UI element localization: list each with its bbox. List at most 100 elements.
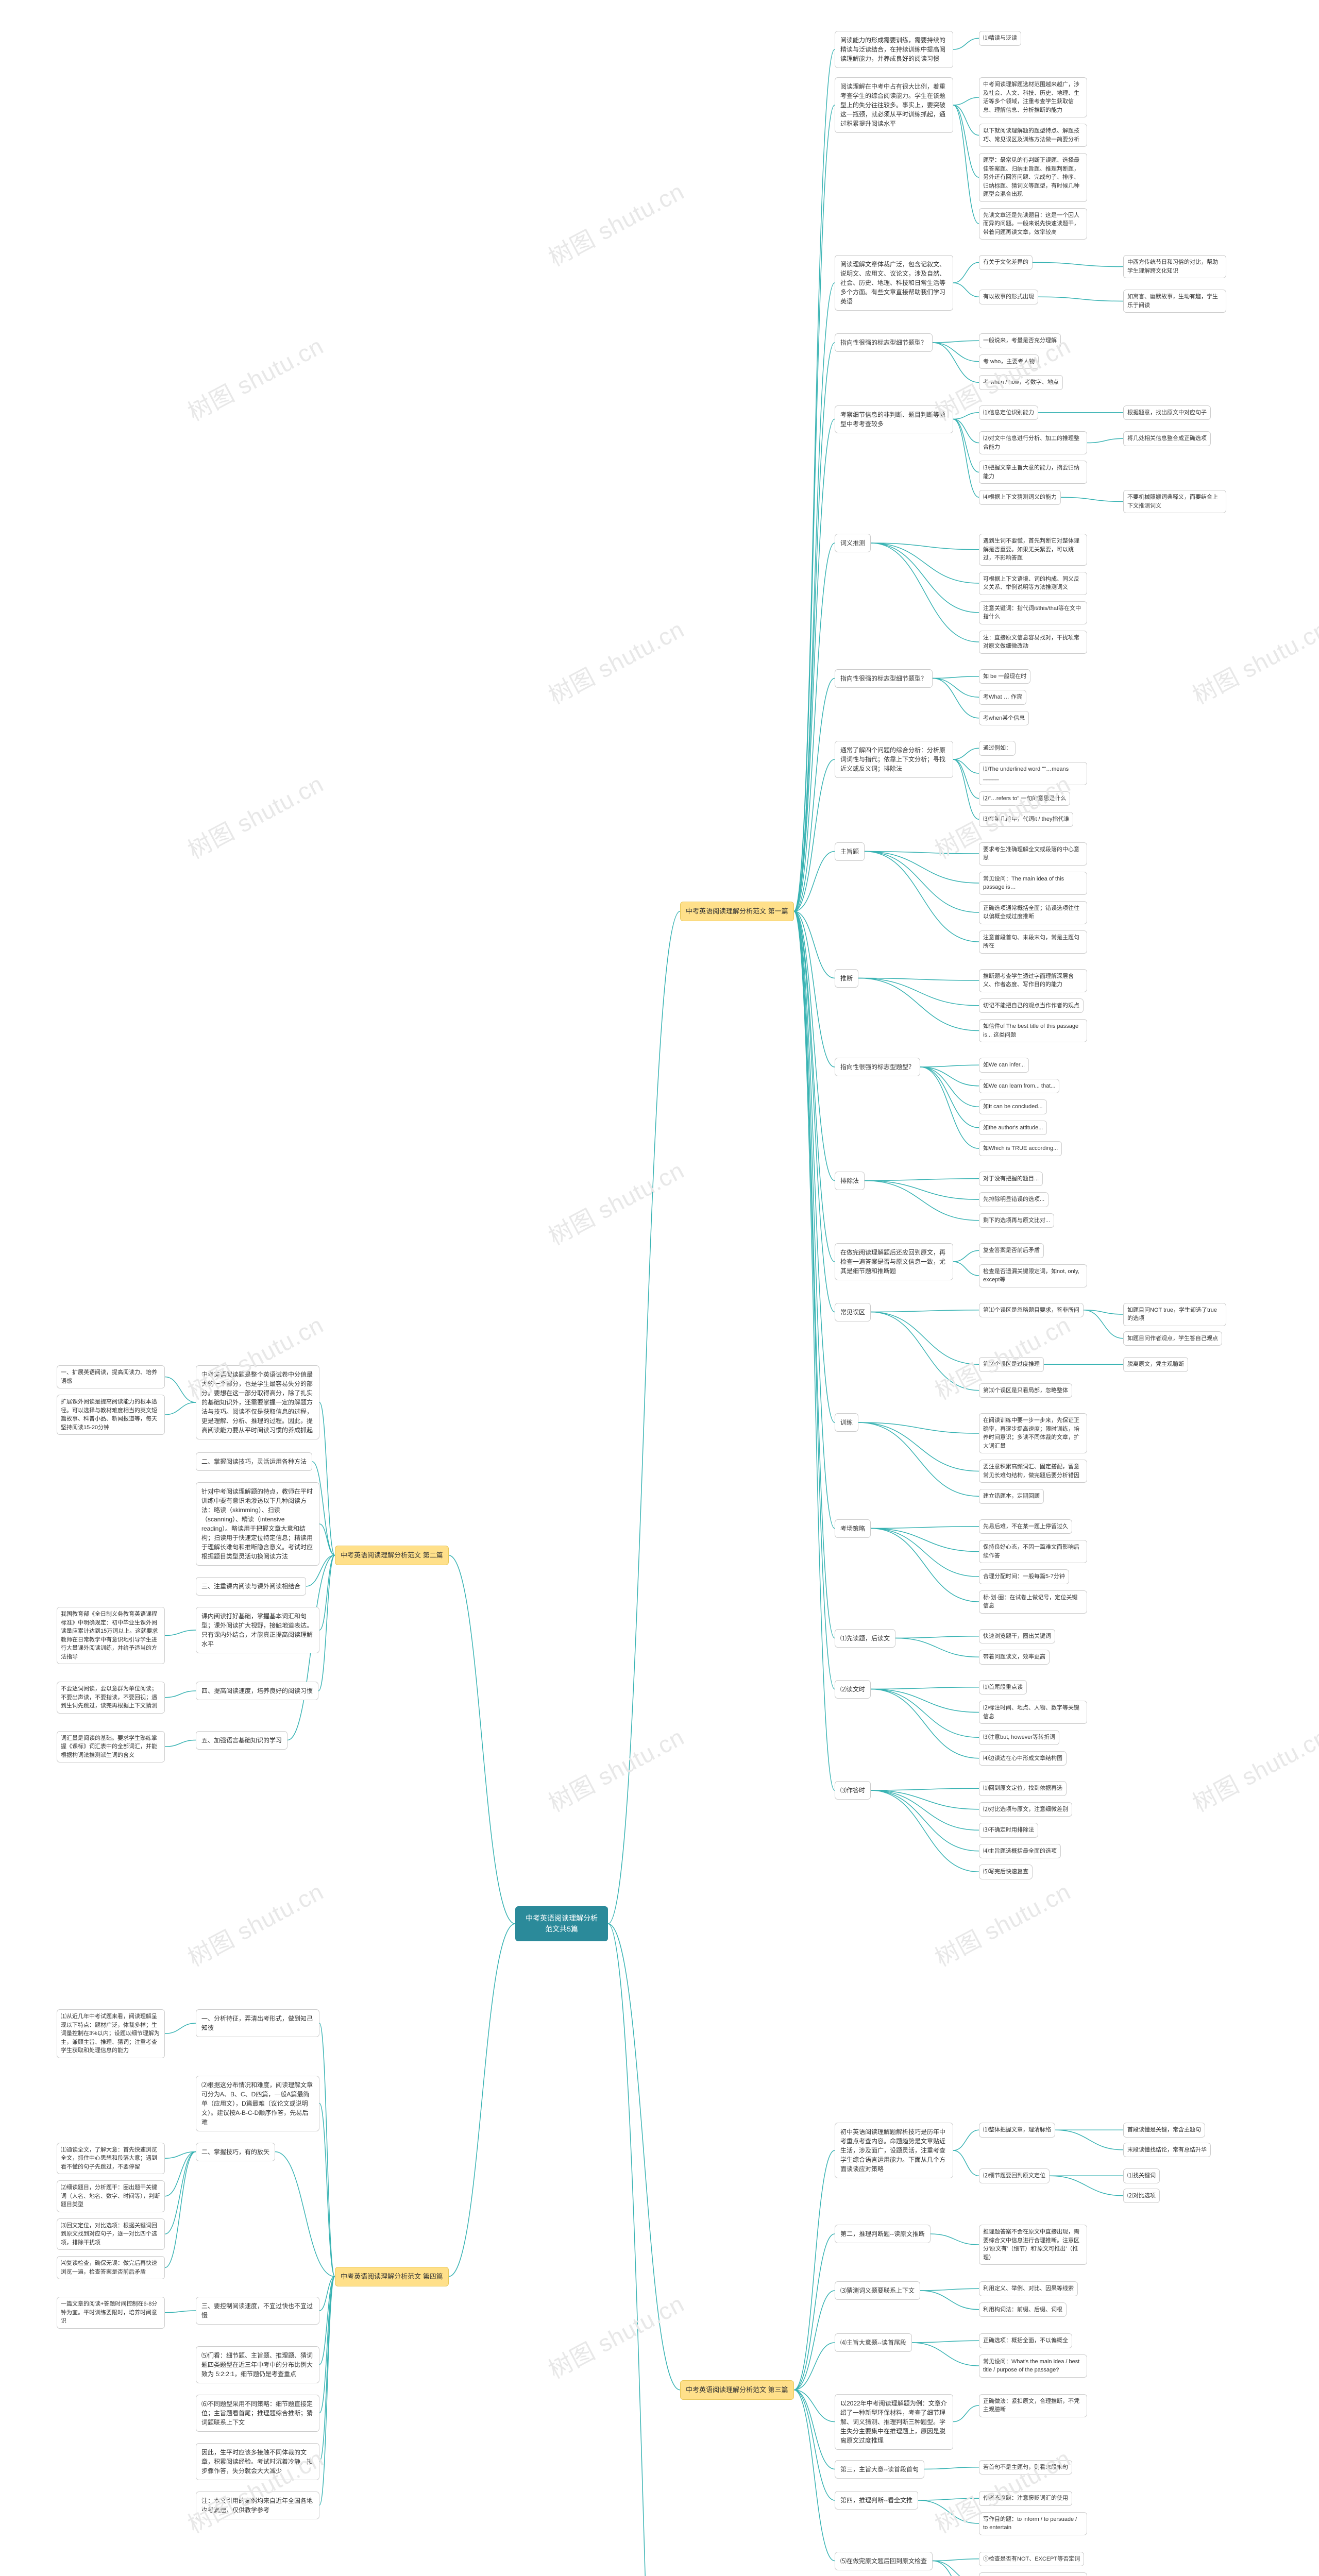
- node-label: 复查答案是否前后矛盾: [983, 1247, 1040, 1253]
- watermark: 树图 shutu.cn: [181, 328, 329, 428]
- mindmap-node: ⑶猜测词义题要联系上下文: [835, 2281, 920, 2300]
- node-label: 阅读能力的形成需要训练，需要持续的精读与泛读结合，在持续训练中提高阅读理解能力，…: [840, 37, 945, 62]
- node-label: 中考英语阅读题是整个英语试卷中分值最大的一个部分，也是学生最容易失分的部分。要想…: [201, 1371, 313, 1434]
- mindmap-node: ⑷复读检查，确保无误：做完后再快速浏览一遍，检查答案是否前后矛盾: [57, 2256, 165, 2279]
- node-label: 先易后难，不在某一题上停留过久: [983, 1523, 1068, 1530]
- mindmap-node: ⑴回到原文定位，找到依据再选: [979, 1781, 1067, 1796]
- watermark: 树图 shutu.cn: [928, 1873, 1076, 1973]
- mindmap-node: 常见误区: [835, 1303, 871, 1321]
- mindmap-node: ⑴整体把握文章，理清脉络: [979, 2123, 1055, 2138]
- node-label: ⑵对比选项与原文，注意细微差别: [983, 1806, 1068, 1812]
- mindmap-node: 利用构词法：前缀、后缀、词根: [979, 2302, 1067, 2317]
- node-label: 课内阅读打好基础，掌握基本词汇和句型；课外阅读扩大视野，接触地道表达。只有课内外…: [201, 1613, 313, 1648]
- node-label: ⑶不确定时用排除法: [983, 1827, 1034, 1833]
- mindmap-node: 因此，生平时应该多接触不同体裁的文章，积累阅读经验。考试时沉着冷静，按步骤作答，…: [196, 2443, 319, 2480]
- node-label: ⑵细节题要回到原文定位: [983, 2173, 1045, 2179]
- mindmap-node: 在做完阅读理解题后还应回到原文，再检查一遍答案是否与原文信息一致，尤其是细节题和…: [835, 1243, 953, 1280]
- mindmap-node: 标·划·圈：在试卷上做记号，定位关键信息: [979, 1590, 1087, 1614]
- node-label: 不要逐词阅读，要以意群为单位阅读；不要出声读，不要指读，不要回视；遇到生词先跳过…: [61, 1686, 157, 1709]
- mindmap-node: 通常了解四个问题的综合分析：分析原词词性与指代；依靠上下文分析；寻找近义或反义词…: [835, 741, 953, 778]
- mindmap-node: 中考英语阅读理解分析范文 第二篇: [335, 1546, 449, 1565]
- node-label: 通过例如：: [983, 745, 1011, 751]
- mindmap-node: 如Which is TRUE according...: [979, 1141, 1062, 1156]
- node-label: 以2022年中考阅读理解题为例：文章介绍了一种新型环保材料，考查了细节理解、词义…: [840, 2400, 947, 2444]
- mindmap-node: 可根据上下文语境、词的构成、同义反义关系、举例说明等方法推测词义: [979, 572, 1087, 595]
- node-label: 二、掌握技巧，有的放矢: [201, 2148, 269, 2156]
- node-label: ⑵根据这分布情况和难度，阅读理解文章可分为A、B、C、D四篇，一般A篇最简单（应…: [201, 2081, 313, 2126]
- mindmap-node: 阅读能力的形成需要训练，需要持续的精读与泛读结合，在持续训练中提高阅读理解能力，…: [835, 31, 953, 68]
- node-label: 如题目问NOT true，学生却选了true的选项: [1127, 1307, 1217, 1322]
- node-label: 有以故事的形式出现: [983, 294, 1034, 300]
- mindmap-node: 中考英语阅读题是整个英语试卷中分值最大的一个部分，也是学生最容易失分的部分。要想…: [196, 1365, 319, 1439]
- node-label: 有关于文化差异的: [983, 259, 1028, 265]
- node-label: 指向性很强的标志型细节题型？: [840, 675, 927, 682]
- node-label: 词汇量是阅读的基础。要求学生熟练掌握《课标》词汇表中的全部词汇，并能根据构词法推…: [61, 1735, 157, 1758]
- node-label: 常见误区: [840, 1309, 865, 1316]
- node-label: 第⑴个误区是忽略题目要求，答非所问: [983, 1307, 1079, 1313]
- node-label: 常见设问：What's the main idea / best title /…: [983, 2359, 1079, 2374]
- mindmap-node: 如the author's attitude...: [979, 1121, 1047, 1136]
- mindmap-node: 利用定义、举例、对比、因果等线索: [979, 2281, 1078, 2296]
- mindmap-node: ⑵对文中信息进行分析、加工的推理整合能力: [979, 431, 1087, 454]
- node-label: 扩展课外阅读是提高阅读能力的根本途径。可以选择与教材难度相当的英文短篇故事、科普…: [61, 1399, 157, 1431]
- node-label: 写作目的题：to inform / to persuade / to enter…: [983, 2516, 1077, 2531]
- mindmap-node: ⑵细节题要回到原文定位: [979, 2168, 1050, 2183]
- mindmap-node: ⑵对比选项: [1123, 2189, 1160, 2204]
- mindmap-node: 三、要控制阅读速度，不宜过快也不宜过慢: [196, 2297, 319, 2325]
- mindmap-node: 中考英语阅读理解分析范文 第四篇: [335, 2267, 449, 2286]
- node-label: 推断题考查学生透过字面理解深层含义、作者态度、写作目的的能力: [983, 973, 1074, 988]
- node-label: 作者态度题：注意褒贬词汇的使用: [983, 2495, 1068, 2501]
- node-label: 不要机械照搬词典释义，而要结合上下文推测词义: [1127, 494, 1218, 509]
- mindmap-node: 带着问题读文，效率更高: [979, 1650, 1050, 1665]
- mindmap-stage: 中考英语阅读理解分析范文共5篇 中考英语阅读理解分析范文 第一篇中考英语阅读理解分…: [0, 0, 1319, 2576]
- node-label: ⑴找关键词: [1127, 2173, 1156, 2179]
- node-label: 第⑶个误区是只看局部，忽略整体: [983, 1387, 1068, 1394]
- mindmap-node: 正确做法：紧扣原文，合理推断，不凭主观臆断: [979, 2394, 1087, 2417]
- mindmap-node: 正确选项：概括全面，不以偏概全: [979, 2333, 1072, 2348]
- mindmap-node: ⑹不同题型采用不同策略：细节题直接定位；主旨题看首尾；推理题综合推断；猜词题联系…: [196, 2395, 319, 2432]
- mindmap-node: 先排除明显错误的选项...: [979, 1192, 1049, 1207]
- mindmap-node: ②检查选项与原文是否完全一致，注意偷换概念: [979, 2572, 1087, 2576]
- mindmap-node: 先读文章还是先读题目：这是一个因人而异的问题。一般来说先快速读题干，带着问题再读…: [979, 208, 1087, 240]
- mindmap-node: 不要逐词阅读，要以意群为单位阅读；不要出声读，不要指读，不要回视；遇到生词先跳过…: [57, 1682, 165, 1714]
- mindmap-node: 中西方传统节日和习俗的对比，帮助学生理解跨文化知识: [1123, 255, 1226, 278]
- mindmap-node: 第四，推理判断--看全文推: [835, 2491, 918, 2510]
- node-label: 脱离原文，凭主观臆断: [1127, 1361, 1184, 1367]
- mindmap-node: 针对中考阅读理解题的特点，教师在平时训练中要有意识地渗透以下几种阅读方法：略读（…: [196, 1482, 319, 1566]
- mindmap-node: ⑴找关键词: [1123, 2168, 1160, 2183]
- mindmap-node: 注：直接原文信息容易找对，干扰项常对原文做细微改动: [979, 631, 1087, 654]
- mindmap-node: 中考英语阅读理解分析范文共5篇: [515, 1906, 608, 1941]
- mindmap-node: 一篇文章的阅读+答题时间控制在6-8分钟为宜。平时训练要限时，培养时间意识: [57, 2297, 165, 2329]
- mindmap-node: 若首句不是主题句，则看末段末句: [979, 2460, 1072, 2475]
- node-label: 如It can be concluded...: [983, 1104, 1043, 1110]
- node-label: 在阅读训练中要一步一步来，先保证正确率，再逐步提高速度；限时训练，培养时间意识；…: [983, 1417, 1079, 1449]
- mindmap-node: 检查是否遗漏关键限定词，如not, only, except等: [979, 1264, 1087, 1287]
- mindmap-node: 如 be 一般现在时: [979, 669, 1030, 684]
- mindmap-node: 主旨题: [835, 842, 865, 861]
- mindmap-node: 排除法: [835, 1172, 865, 1190]
- mindmap-node: ⑷主旨题选概括最全面的选项: [979, 1844, 1061, 1859]
- mindmap-node: 首段读懂是关键，常含主题句: [1123, 2123, 1205, 2138]
- mindmap-node: 注：本文引用的案例均来自近年全国各地中考真题，仅供教学参考: [196, 2492, 319, 2519]
- node-label: 中考英语阅读理解分析范文 第一篇: [686, 907, 788, 915]
- mindmap-node: ⑷根据上下文猜测词义的能力: [979, 490, 1061, 505]
- mindmap-node: 中考英语阅读理解分析范文 第三篇: [680, 2380, 794, 2400]
- mindmap-node: ⑵标注时间、地点、人物、数字等关键信息: [979, 1701, 1087, 1724]
- mindmap-node: 推断题考查学生透过字面理解深层含义、作者态度、写作目的的能力: [979, 969, 1087, 992]
- mindmap-node: ⑶在第几段中，代词it / they指代谁: [979, 812, 1073, 827]
- node-label: 如the author's attitude...: [983, 1125, 1043, 1131]
- node-label: ⑷根据上下文猜测词义的能力: [983, 494, 1057, 500]
- node-label: ⑶作答时: [840, 1787, 865, 1794]
- node-label: 四、提高阅读速度，培养良好的阅读习惯: [201, 1687, 313, 1694]
- node-label: ⑵对文中信息进行分析、加工的推理整合能力: [983, 435, 1079, 450]
- mindmap-node: 推理题答案不会在原文中直接出现，需要综合文中信息进行合理推断。注意区分'原文有'…: [979, 2225, 1087, 2265]
- watermark: 树图 shutu.cn: [1186, 1719, 1319, 1819]
- node-label: ⑹不同题型采用不同策略：细节题直接定位；主旨题看首尾；推理题综合推断；猜词题联系…: [201, 2400, 313, 2426]
- node-label: ⑴先读题，后读文: [840, 1635, 890, 1642]
- mindmap-node: ⑸们看：细节题、主旨题、推理题、猜词题四类题型在近三年中考中的分布比例大致为 5…: [196, 2346, 319, 2383]
- mindmap-node: 建立错题本，定期回顾: [979, 1489, 1044, 1504]
- mindmap-node: 课内阅读打好基础，掌握基本词汇和句型；课外阅读扩大视野，接触地道表达。只有课内外…: [196, 1607, 319, 1653]
- node-label: ⑷主旨大意题--读首尾段: [840, 2339, 906, 2346]
- node-label: 注：直接原文信息容易找对，干扰项常对原文做细微改动: [983, 635, 1079, 650]
- mindmap-node: 考察细节信息的非判断、题目判断等题型中考考查较多: [835, 405, 953, 433]
